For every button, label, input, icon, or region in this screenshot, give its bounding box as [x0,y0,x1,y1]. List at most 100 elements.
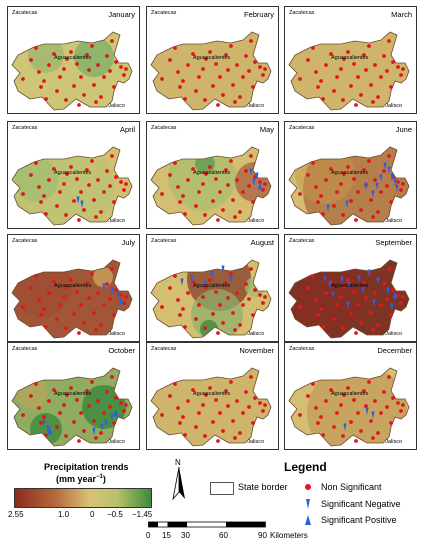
precip-tick-label: 1.0 [58,510,70,519]
station-marker [201,403,205,407]
station-marker [211,312,215,316]
station-marker [79,303,83,307]
significant-negative-marker [364,182,368,190]
station-marker [379,303,383,307]
station-marker [77,331,81,335]
station-marker [218,190,222,194]
station-marker [226,404,230,408]
station-marker [216,103,220,107]
station-marker [90,272,94,276]
station-marker [52,280,56,284]
significant-negative-marker [110,413,114,421]
station-marker [231,311,235,315]
station-marker [396,401,400,405]
station-marker [21,305,25,309]
significant-negative-marker [110,287,114,295]
station-marker [87,296,91,300]
station-marker [387,39,391,43]
month-label: November [239,346,274,355]
station-marker [62,295,66,299]
precip-tick-label: 0 [90,510,95,519]
state-border [288,259,410,339]
station-marker [399,301,403,305]
station-marker [359,321,363,325]
station-marker [329,52,333,56]
station-marker [42,415,46,419]
jalisco-label: Jalisco [108,103,125,109]
station-marker [324,178,328,182]
station-marker [55,89,59,93]
station-marker [382,169,386,173]
station-marker [65,172,69,176]
scale-tick-label: 30 [181,531,190,540]
station-marker [247,405,251,409]
station-marker [39,85,43,89]
station-marker [216,331,220,335]
station-marker [306,394,310,398]
scale-tick-label: 60 [219,531,228,540]
jalisco-label: Jalisco [247,218,264,224]
station-marker [122,409,126,413]
station-marker [168,173,172,177]
station-marker [341,213,345,217]
station-marker [349,84,353,88]
month-label: October [108,346,135,355]
station-marker [241,190,245,194]
station-marker [160,192,164,196]
jalisco-label: Jalisco [247,103,264,109]
station-marker [99,210,103,214]
station-marker [298,192,302,196]
zacatecas-label: Zacatecas [151,125,177,131]
significant-positive-marker [118,297,124,305]
station-marker [102,303,106,307]
station-marker [92,198,96,202]
station-marker [362,281,366,285]
month-label: July [121,238,135,247]
station-marker [244,390,248,394]
station-marker [238,431,242,435]
station-marker [321,212,325,216]
zacatecas-label: Zacatecas [12,346,38,352]
zacatecas-label: Zacatecas [12,125,38,131]
legend-positive-label: Significant Positive [321,515,397,525]
state-border [11,31,133,111]
station-marker [87,404,91,408]
station-marker [37,406,41,410]
station-marker [52,167,56,171]
station-marker [37,185,41,189]
station-marker [124,67,128,71]
station-marker [399,188,403,192]
station-marker [249,375,253,379]
aguascalientes-label: Aguascalientes [54,170,92,176]
station-marker [211,199,215,203]
station-marker [178,421,182,425]
station-marker [379,190,383,194]
station-marker [224,281,228,285]
station-marker [221,93,225,97]
precipitation-trend-map [150,31,272,111]
station-marker [79,75,83,79]
station-marker [208,50,212,54]
station-marker [44,433,48,437]
zacatecas-label: Zacatecas [151,346,177,352]
significant-negative-marker [361,286,365,294]
station-marker [391,60,395,64]
station-marker [369,83,373,87]
station-marker [79,190,83,194]
significant-negative-marker [383,162,387,170]
station-marker [314,298,318,302]
station-marker [389,200,393,204]
station-marker [371,100,375,104]
station-marker [364,68,368,72]
station-marker [233,100,237,104]
station-marker [319,415,323,419]
station-marker [216,439,220,443]
significant-negative-marker [326,204,330,212]
scale-tick-label: 0 [146,531,151,540]
map-panel: July Zacatecas Aguascalientes Jalisco [7,234,140,342]
map-panel: January Zacatecas Aguascalientes Jalisco [7,6,140,114]
station-marker [342,285,346,289]
station-marker [69,278,73,282]
significant-negative-marker [323,275,327,283]
station-marker [235,63,239,67]
